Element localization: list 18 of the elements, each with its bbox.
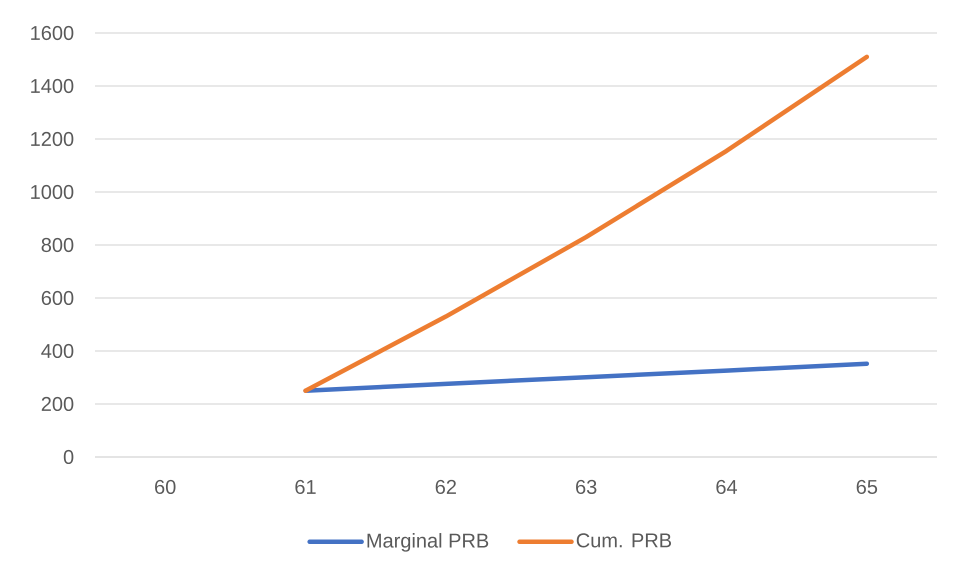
- x-tick-label: 63: [576, 480, 596, 494]
- y-tick-label: 1400: [31, 78, 74, 94]
- legend-label: Marginal PRB: [368, 533, 488, 552]
- x-tick-label: 64: [716, 480, 738, 494]
- line-series: [303, 54, 870, 393]
- y-tick-label: 400: [41, 344, 74, 358]
- y-tick-label: 0: [64, 450, 74, 464]
- legend-label: Cum. PRB: [576, 533, 672, 548]
- y-tick-label: 1200: [31, 132, 74, 146]
- y-tick-label: 200: [42, 396, 74, 412]
- x-tick-label: 60: [155, 480, 176, 494]
- x-tick-label: 62: [436, 480, 456, 494]
- x-tick-label: 61: [295, 480, 316, 494]
- y-tick-label: 1000: [31, 184, 74, 200]
- y-tick-label: 1600: [31, 26, 74, 40]
- x-tick-label: 65: [856, 480, 878, 494]
- y-tick-label: 800: [42, 238, 74, 252]
- y-tick-label: 600: [42, 290, 74, 306]
